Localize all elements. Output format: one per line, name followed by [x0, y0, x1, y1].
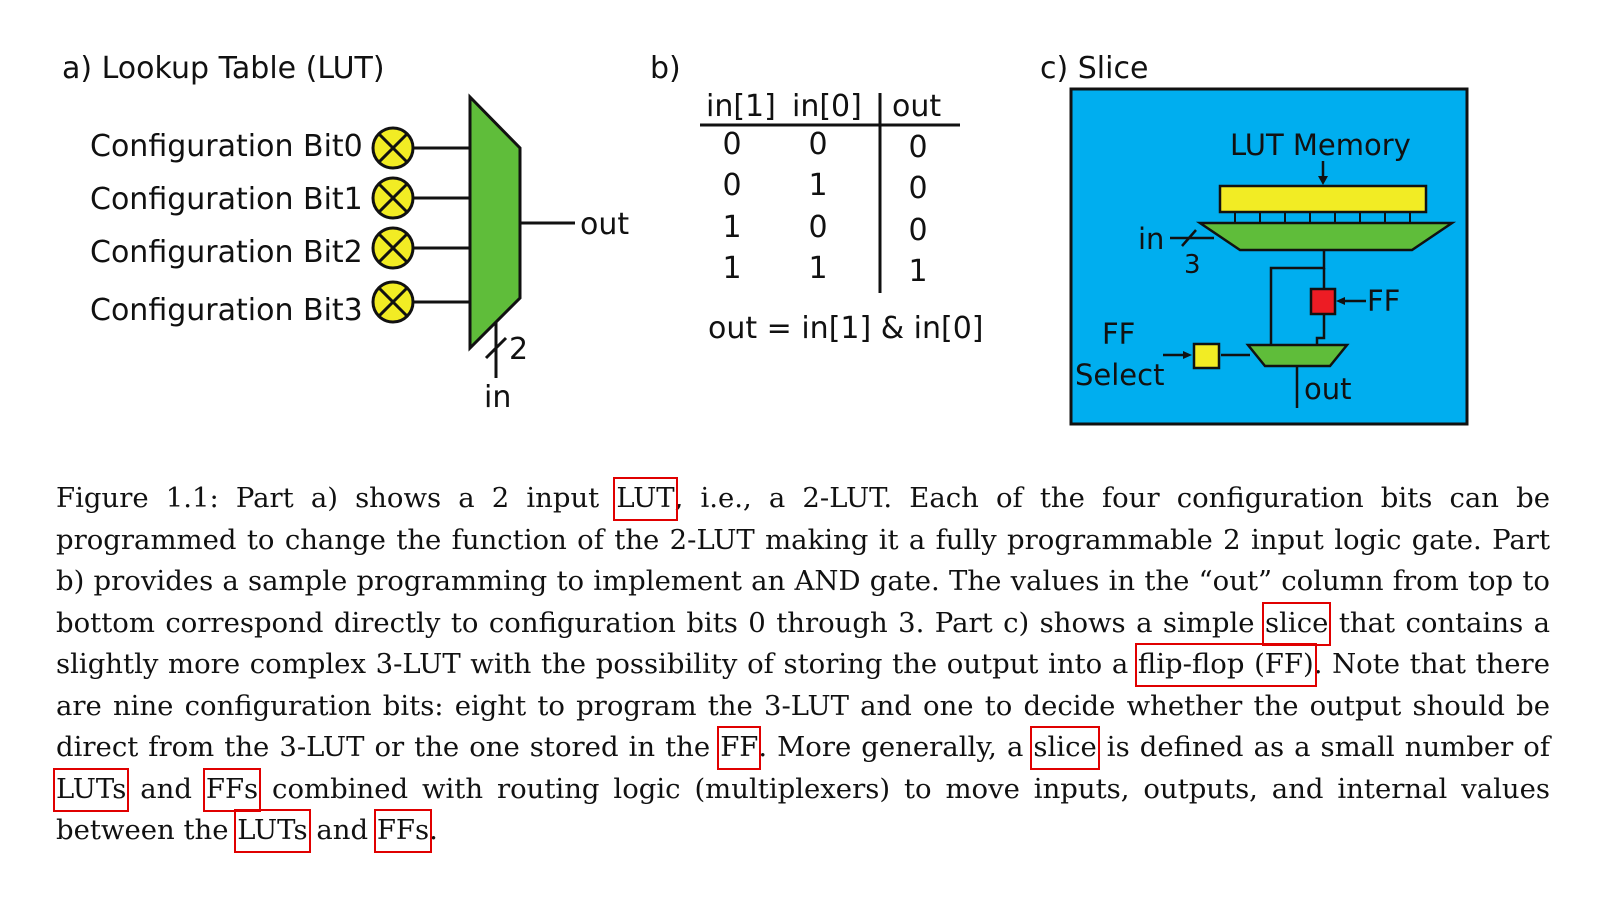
truth-table-cell: 0 [722, 127, 741, 162]
caption-text: is defined as a small number of [1096, 731, 1551, 763]
ff-select-arrowhead-icon [1183, 351, 1192, 359]
slice-out-label: out [1304, 372, 1352, 406]
glossary-link-ffs[interactable]: FFs [205, 772, 259, 805]
figure: a) Lookup Table (LUT) Configuration Bit0… [62, 51, 1469, 426]
ff-select-label-line2: Select [1075, 358, 1164, 392]
lut-mux [468, 93, 522, 352]
truth-table-header-out: out [892, 89, 941, 124]
bus-slash-icon [484, 336, 508, 360]
panel-c-title: c) Slice [1040, 51, 1148, 86]
lut-memory-arrowhead-icon [1318, 176, 1328, 185]
lut-in-label: in [484, 380, 511, 415]
flip-flop-block [1309, 287, 1337, 316]
caption-text: and [126, 772, 206, 805]
truth-table-cell: 0 [722, 168, 741, 203]
panel-a: a) Lookup Table (LUT) Configuration Bit0… [62, 51, 629, 415]
truth-table-cell: 1 [722, 210, 741, 245]
ff-arrowhead-icon [1336, 297, 1345, 305]
glossary-link-ffs[interactable]: FFs [376, 814, 430, 846]
config-bit-2-label: Configuration Bit2 [90, 235, 363, 270]
truth-table-cell: 0 [908, 171, 927, 206]
figure-diagram: a) Lookup Table (LUT) Configuration Bit0… [62, 51, 1469, 426]
caption-text: combined with routing logic (multiplexer… [56, 772, 1551, 847]
truth-table-cell: 0 [908, 213, 927, 248]
truth-table-cell: 1 [808, 251, 827, 286]
lut-memory-block [1218, 184, 1428, 214]
truth-table-cell: 1 [722, 251, 741, 286]
caption-text: . [429, 814, 438, 846]
caption-text: , i.e., a 2-LUT. Each of the four config… [56, 482, 1550, 639]
ff-select-bit [1192, 342, 1221, 370]
config-bit-3-label: Configuration Bit3 [90, 293, 363, 328]
ff-label: FF [1367, 284, 1400, 318]
slice-lut-mux [1195, 221, 1457, 252]
and-equation: out = in[1] & in[0] [708, 311, 984, 346]
truth-table-header-in0: in[0] [792, 89, 862, 124]
output-select-mux [1245, 343, 1350, 368]
truth-table-cell: 0 [908, 130, 927, 165]
caption-text: . Note that there are nine configuration… [56, 648, 1550, 763]
config-bit-1-label: Configuration Bit1 [90, 182, 363, 217]
truth-table-cell: 1 [908, 254, 927, 289]
panel-c: c) Slice LUT Memory in 3 [1040, 51, 1469, 426]
truth-table-cell: 0 [808, 210, 827, 245]
caption-text: . More generally, a [758, 731, 1034, 763]
caption-text: Figure 1.1: Part a) shows a 2 input [56, 482, 617, 514]
lut-out-label: out [580, 207, 629, 242]
glossary-link-luts[interactable]: LUTs [237, 814, 308, 846]
glossary-link-slice[interactable]: slice [1265, 606, 1329, 639]
glossary-link-ff[interactable]: FF [720, 731, 759, 763]
lut-input-wires [413, 146, 470, 304]
panel-b: b) in[1] in[0] out 0 0 0 0 1 0 1 0 0 1 1… [650, 51, 984, 346]
truth-table-cell: 0 [808, 127, 827, 162]
glossary-link-lut[interactable]: LUT [616, 482, 675, 514]
glossary-link-luts[interactable]: LUTs [56, 772, 127, 805]
config-bit-1-cell-icon [371, 176, 415, 220]
panel-b-title: b) [650, 51, 681, 86]
panel-a-title: a) Lookup Table (LUT) [62, 51, 385, 86]
figure-caption: Figure 1.1: Part a) shows a 2 input LUT,… [56, 478, 1550, 852]
truth-table-body: 0 0 0 0 1 0 1 0 0 1 1 1 [722, 127, 927, 289]
lut-memory-taps [1234, 212, 1411, 223]
caption-text: that contains a slightly more complex 3-… [56, 606, 1550, 681]
lut-bus-width: 2 [509, 332, 528, 367]
slice-box [1069, 87, 1469, 426]
config-bit-0-cell-icon [371, 126, 415, 170]
config-bit-3-cell-icon [371, 280, 415, 324]
slice-bus-width: 3 [1184, 250, 1201, 280]
truth-table-header-in1: in[1] [706, 89, 776, 124]
truth-table-cell: 1 [808, 168, 827, 203]
glossary-link-flip-flop[interactable]: flip-flop (FF) [1137, 648, 1314, 680]
slice-in-label: in [1138, 222, 1164, 256]
caption-text: and [307, 814, 377, 846]
lut-memory-label: LUT Memory [1230, 128, 1411, 162]
ff-select-label-line1: FF [1102, 317, 1135, 351]
slice-bus-slash-icon [1181, 229, 1197, 247]
glossary-link-slice[interactable]: slice [1033, 731, 1097, 763]
config-bit-2-cell-icon [371, 226, 415, 270]
config-bit-0-label: Configuration Bit0 [90, 129, 363, 164]
